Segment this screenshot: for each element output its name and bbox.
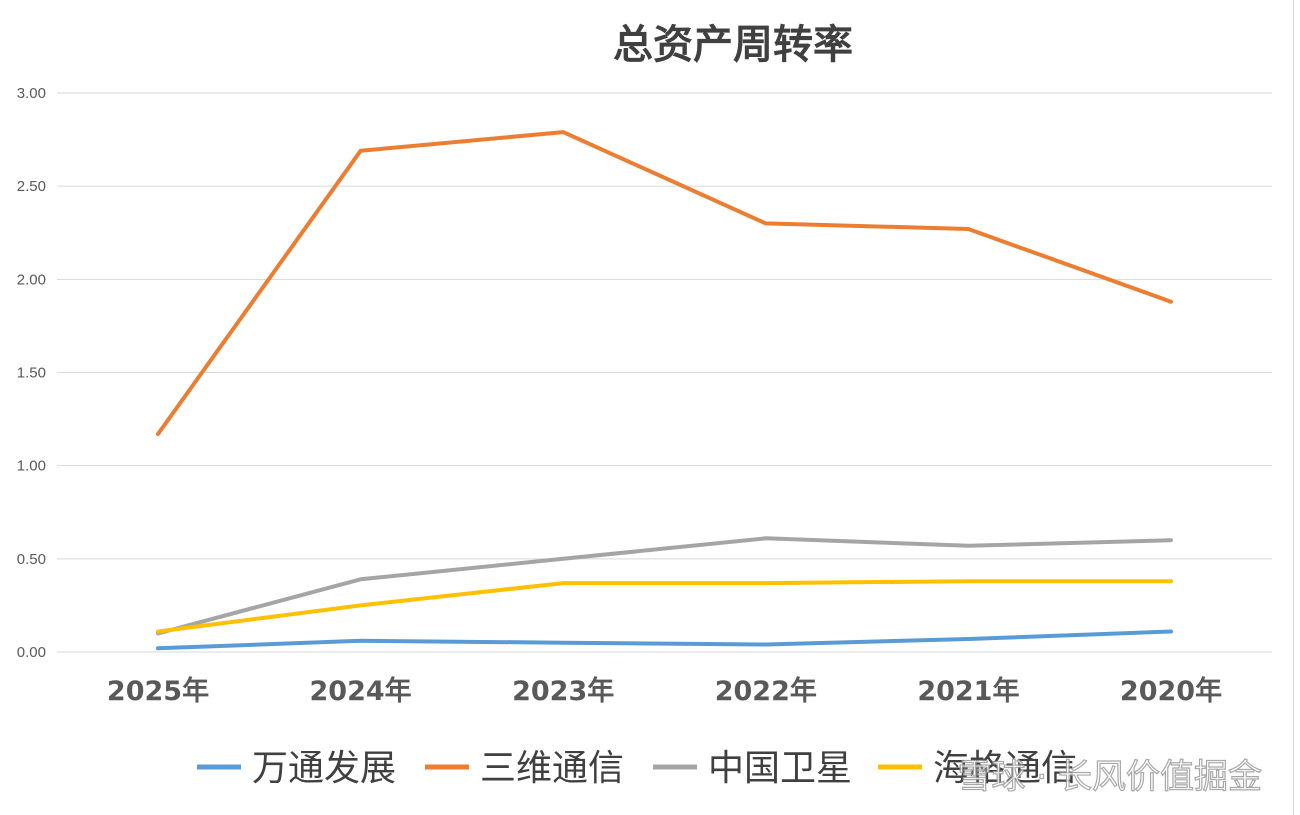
x-tick-label: 2024年 [310, 675, 412, 707]
series-lines [156, 130, 1173, 651]
gridlines [57, 92, 1272, 653]
legend-label: 万通发展 [252, 748, 396, 789]
x-axis-ticks: 2025年 2024年 2023年 2022年 2021年 2020年 [107, 675, 1222, 707]
legend-label: 三维通信 [480, 748, 624, 789]
x-tick-label: 2025年 [107, 675, 209, 707]
chart-title: 总资产周转率 [613, 21, 853, 68]
x-tick-label: 2020年 [1120, 675, 1222, 707]
series-line-1 [156, 629, 1173, 651]
x-tick-label: 2021年 [917, 675, 1019, 707]
y-tick-label: 2.00 [17, 271, 46, 288]
legend-label: 海格通信 [933, 748, 1077, 789]
series-line-2 [156, 130, 1173, 436]
watermark: 雪球 · 长风价值掘金 [958, 757, 1262, 797]
series-line-4 [156, 579, 1173, 634]
y-axis-ticks: 0.00 0.50 1.00 1.50 2.00 2.50 3.00 [17, 85, 46, 661]
series-line-3 [156, 536, 1173, 636]
y-tick-label: 1.50 [17, 365, 46, 382]
y-tick-label: 3.00 [17, 85, 46, 102]
window-edge-line [1293, 0, 1294, 815]
y-tick-label: 0.50 [17, 551, 46, 568]
x-tick-label: 2023年 [512, 675, 614, 707]
legend-label: 中国卫星 [708, 748, 852, 789]
x-tick-label: 2022年 [715, 675, 817, 707]
y-tick-label: 2.50 [17, 178, 46, 195]
y-tick-label: 1.00 [17, 458, 46, 475]
legend: 万通发展 三维通信 中国卫星 海格通信 [197, 748, 1077, 789]
y-tick-label: 0.00 [17, 644, 46, 661]
